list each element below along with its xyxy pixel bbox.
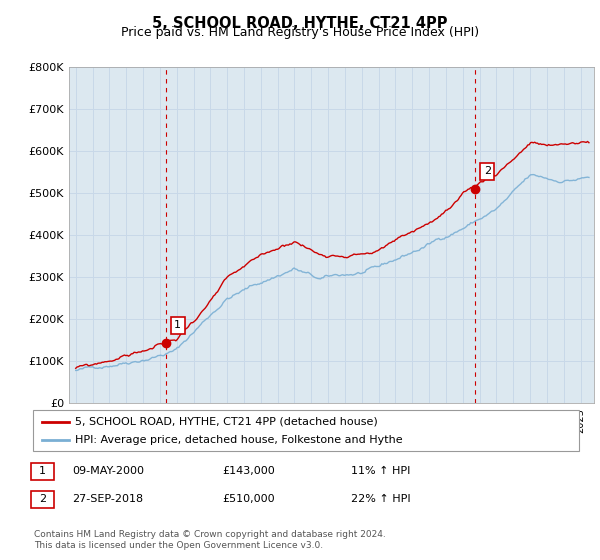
Text: £510,000: £510,000 bbox=[222, 494, 275, 504]
Text: 09-MAY-2000: 09-MAY-2000 bbox=[72, 466, 144, 476]
Text: 11% ↑ HPI: 11% ↑ HPI bbox=[351, 466, 410, 476]
Text: 5, SCHOOL ROAD, HYTHE, CT21 4PP (detached house): 5, SCHOOL ROAD, HYTHE, CT21 4PP (detache… bbox=[75, 417, 378, 427]
Text: 5, SCHOOL ROAD, HYTHE, CT21 4PP: 5, SCHOOL ROAD, HYTHE, CT21 4PP bbox=[152, 16, 448, 31]
Text: 2: 2 bbox=[39, 494, 46, 504]
Text: Price paid vs. HM Land Registry's House Price Index (HPI): Price paid vs. HM Land Registry's House … bbox=[121, 26, 479, 39]
Text: Contains HM Land Registry data © Crown copyright and database right 2024.
This d: Contains HM Land Registry data © Crown c… bbox=[34, 530, 386, 550]
Text: HPI: Average price, detached house, Folkestone and Hythe: HPI: Average price, detached house, Folk… bbox=[75, 435, 403, 445]
Text: 1: 1 bbox=[39, 466, 46, 476]
Text: 2: 2 bbox=[484, 166, 491, 176]
Text: 27-SEP-2018: 27-SEP-2018 bbox=[72, 494, 143, 504]
Text: £143,000: £143,000 bbox=[222, 466, 275, 476]
Text: 22% ↑ HPI: 22% ↑ HPI bbox=[351, 494, 410, 504]
Text: 1: 1 bbox=[174, 320, 181, 330]
